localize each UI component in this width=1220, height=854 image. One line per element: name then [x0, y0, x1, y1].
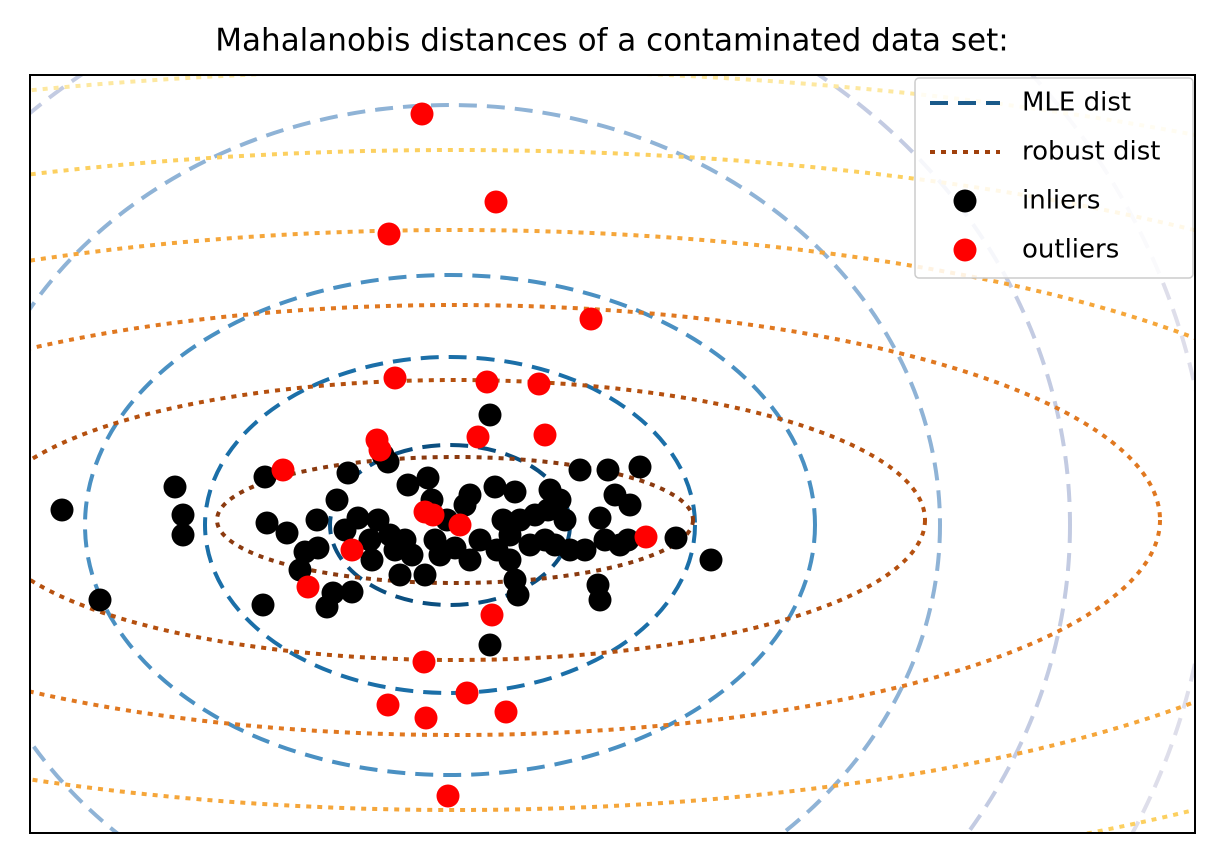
- scatter-point: [251, 593, 275, 617]
- scatter-point: [88, 588, 112, 612]
- scatter-point: [478, 403, 502, 427]
- scatter-point: [455, 681, 479, 705]
- scatter-point: [634, 525, 658, 549]
- scatter-point: [388, 563, 412, 587]
- scatter-point: [628, 455, 652, 479]
- scatter-point: [458, 483, 482, 507]
- legend-label: MLE dist: [1022, 88, 1131, 118]
- legend-marker: [953, 189, 977, 213]
- scatter-point: [368, 438, 392, 462]
- scatter-point: [699, 548, 723, 572]
- contour-line: [30, 75, 1072, 833]
- scatter-point: [436, 784, 460, 808]
- scatter-point: [333, 518, 357, 542]
- scatter-point: [336, 461, 360, 485]
- scatter-point: [618, 493, 642, 517]
- scatter-point: [171, 503, 195, 527]
- scatter-point: [475, 370, 499, 394]
- scatter-point: [484, 190, 508, 214]
- scatter-point: [548, 488, 572, 512]
- contour-line: [30, 378, 927, 662]
- scatter-point: [253, 465, 277, 489]
- contour-line: [30, 103, 942, 833]
- scatter-point: [616, 528, 640, 552]
- scatter-point: [296, 575, 320, 599]
- scatter-point: [360, 548, 384, 572]
- scatter-point: [596, 458, 620, 482]
- scatter-point: [421, 503, 445, 527]
- scatter-point: [503, 480, 527, 504]
- scatter-point: [163, 475, 187, 499]
- scatter-point: [400, 543, 424, 567]
- scatter-point: [478, 633, 502, 657]
- scatter-point: [358, 528, 382, 552]
- scatter-point: [377, 222, 401, 246]
- scatter-point: [340, 580, 364, 604]
- scatter-point: [466, 425, 490, 449]
- legend: MLE dist robust dist inliers outliers: [914, 77, 1194, 279]
- scatter-point: [171, 523, 195, 547]
- scatter-point: [579, 307, 603, 331]
- scatter-point: [573, 538, 597, 562]
- legend-label: robust dist: [1022, 137, 1160, 167]
- contour-line: [83, 273, 817, 777]
- legend-marker: [953, 238, 977, 262]
- scatter-point: [340, 538, 364, 562]
- scatter-point: [568, 458, 592, 482]
- scatter-point: [664, 526, 688, 550]
- scatter-point: [255, 511, 279, 535]
- scatter-point: [588, 588, 612, 612]
- scatter-point: [321, 581, 345, 605]
- scatter-point: [271, 458, 295, 482]
- contour-line: [203, 355, 697, 695]
- scatter-point: [448, 513, 472, 537]
- scatter-point: [527, 372, 551, 396]
- scatter-point: [498, 548, 522, 572]
- scatter-point: [494, 700, 518, 724]
- scatter-point: [413, 563, 437, 587]
- scatter-point: [483, 475, 507, 499]
- plot-frame: [29, 74, 1196, 834]
- chart-title: Mahalanobis distances of a contaminated …: [215, 23, 1008, 59]
- scatter-point: [376, 693, 400, 717]
- legend-label: inliers: [1022, 186, 1100, 216]
- contour-line: [215, 455, 695, 585]
- scatter-point: [458, 548, 482, 572]
- legend-label: outliers: [1022, 235, 1119, 265]
- scatter-point: [416, 466, 440, 490]
- contour-line: [30, 303, 1162, 737]
- scatter-point: [468, 528, 492, 552]
- scatter-point: [306, 536, 330, 560]
- scatter-point: [480, 603, 504, 627]
- scatter-point: [325, 488, 349, 512]
- scatter-point: [553, 508, 577, 532]
- scatter-point: [414, 706, 438, 730]
- scatter-point: [533, 423, 557, 447]
- scatter-point: [305, 508, 329, 532]
- scatter-point: [383, 366, 407, 390]
- legend-box: [914, 77, 1194, 279]
- scatter-point: [498, 523, 522, 547]
- scatter-point: [50, 498, 74, 522]
- scatter-point: [275, 521, 299, 545]
- scatter-point: [412, 650, 436, 674]
- scatter-point: [410, 102, 434, 126]
- scatter-point: [506, 583, 530, 607]
- scatter-point: [396, 473, 420, 497]
- scatter-point: [588, 506, 612, 530]
